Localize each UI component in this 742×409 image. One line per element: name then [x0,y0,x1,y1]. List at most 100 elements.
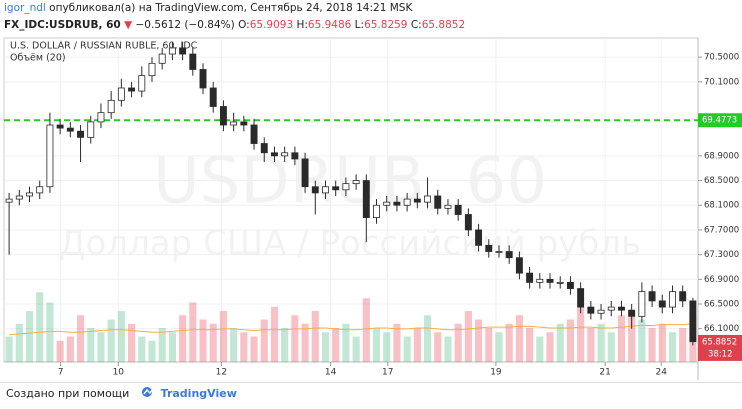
brand-link[interactable]: TradingView [141,387,237,400]
volume-bar [332,328,340,362]
candle-body [536,278,544,283]
candle-body [5,198,13,203]
candle-body [291,152,299,160]
ohlc-value: 65.9093 [249,19,294,31]
volume-bar [393,323,401,362]
user-link[interactable]: igor_ndl [4,2,46,14]
volume-bar [423,315,432,362]
candle-body [77,130,85,138]
candle-body [628,309,636,317]
volume-bar [158,328,166,362]
volume-bar [383,332,391,362]
ohlc-label: O: [238,19,250,31]
volume-bar [189,302,197,362]
candle-body [158,53,166,64]
x-tick-label: 12 [216,368,227,378]
volume-bar [434,332,442,362]
candle-body [97,112,105,123]
candle-body [148,62,156,77]
candle-body [393,201,401,206]
ohlc-label: H: [296,19,308,31]
volume-bar [526,328,534,362]
candle-body [597,309,605,314]
candle-body [485,244,493,252]
volume-bar [546,332,554,362]
x-tick-label: 17 [382,368,393,378]
x-tick-label: 21 [599,368,610,378]
y-tick-label: 66.1000 [704,324,739,334]
candle-body [322,186,329,194]
volume-bar [311,311,319,362]
candle-body [669,291,676,308]
volume-bar [209,323,217,362]
volume-bar [219,311,227,362]
volume-bar [25,311,34,362]
candle-body [230,121,238,126]
ohlc-value: 65.8259 [364,19,408,31]
last-price-bg [698,334,742,361]
candle-body [587,306,595,314]
volume-bar [281,328,289,362]
candle-body [260,143,268,154]
volume-bar [679,328,687,362]
volume-bar [46,302,54,362]
volume-bar [515,315,523,362]
volume-bar [56,340,64,362]
volume-bar [148,340,156,362]
volume-bar [454,323,462,362]
candle-body [56,124,64,129]
candle-body [566,281,574,289]
chart-title: U.S. DOLLAR / RUSSIAN RUBLE, 60, IDC [10,41,198,52]
candle-body [689,300,697,343]
candle-body [373,204,380,218]
level-label-bg [698,113,742,128]
candle-body [454,204,462,215]
volume-bar [444,336,452,362]
y-tick-label: 70.1000 [704,77,739,87]
candle-body [281,152,289,157]
candle-body [342,183,350,191]
volume-bar [607,332,615,362]
volume-bar [597,323,605,362]
candle-body [46,124,54,188]
volume-bar [617,315,626,362]
candle-body [26,192,33,197]
volume-bar [179,315,187,362]
candle-body [219,106,227,126]
volume-bar [485,328,493,362]
candle-body [444,204,452,209]
candle-body [526,272,534,283]
y-tick-label: 66.9000 [704,275,739,285]
volume-bar [648,328,656,362]
volume-bar [577,306,585,362]
volume-bar [413,328,421,362]
candle-body [577,288,585,308]
quote-line: FX_IDC:USDRUB, 60 ▼ −0.5612 (−0.84%) O:6… [4,17,742,34]
candle-body [168,47,176,55]
candle-body [638,291,646,317]
candle-body [209,87,217,107]
publish-line: igor_ndl опубликовал(а) на TradingView.c… [4,0,742,17]
volume-bar [15,323,23,362]
x-tick-label: 14 [325,368,337,378]
volume-bar [536,336,544,362]
candle-body [15,195,23,200]
volume-bar [475,319,483,362]
volume-bar [505,323,513,362]
volume-bar [566,319,574,362]
candle-body [189,53,197,70]
candle-body [352,180,360,185]
candle-body [495,251,503,253]
candle-body [383,201,391,206]
candle-body [332,186,340,191]
y-tick-label: 68.1000 [704,201,739,211]
volume-bar [76,315,85,362]
volume-bar [321,332,330,362]
volume-bar [97,332,105,362]
volume-bar [270,306,279,362]
volume-bar [240,332,248,362]
candle-body [424,195,432,203]
volume-bar [250,336,258,362]
